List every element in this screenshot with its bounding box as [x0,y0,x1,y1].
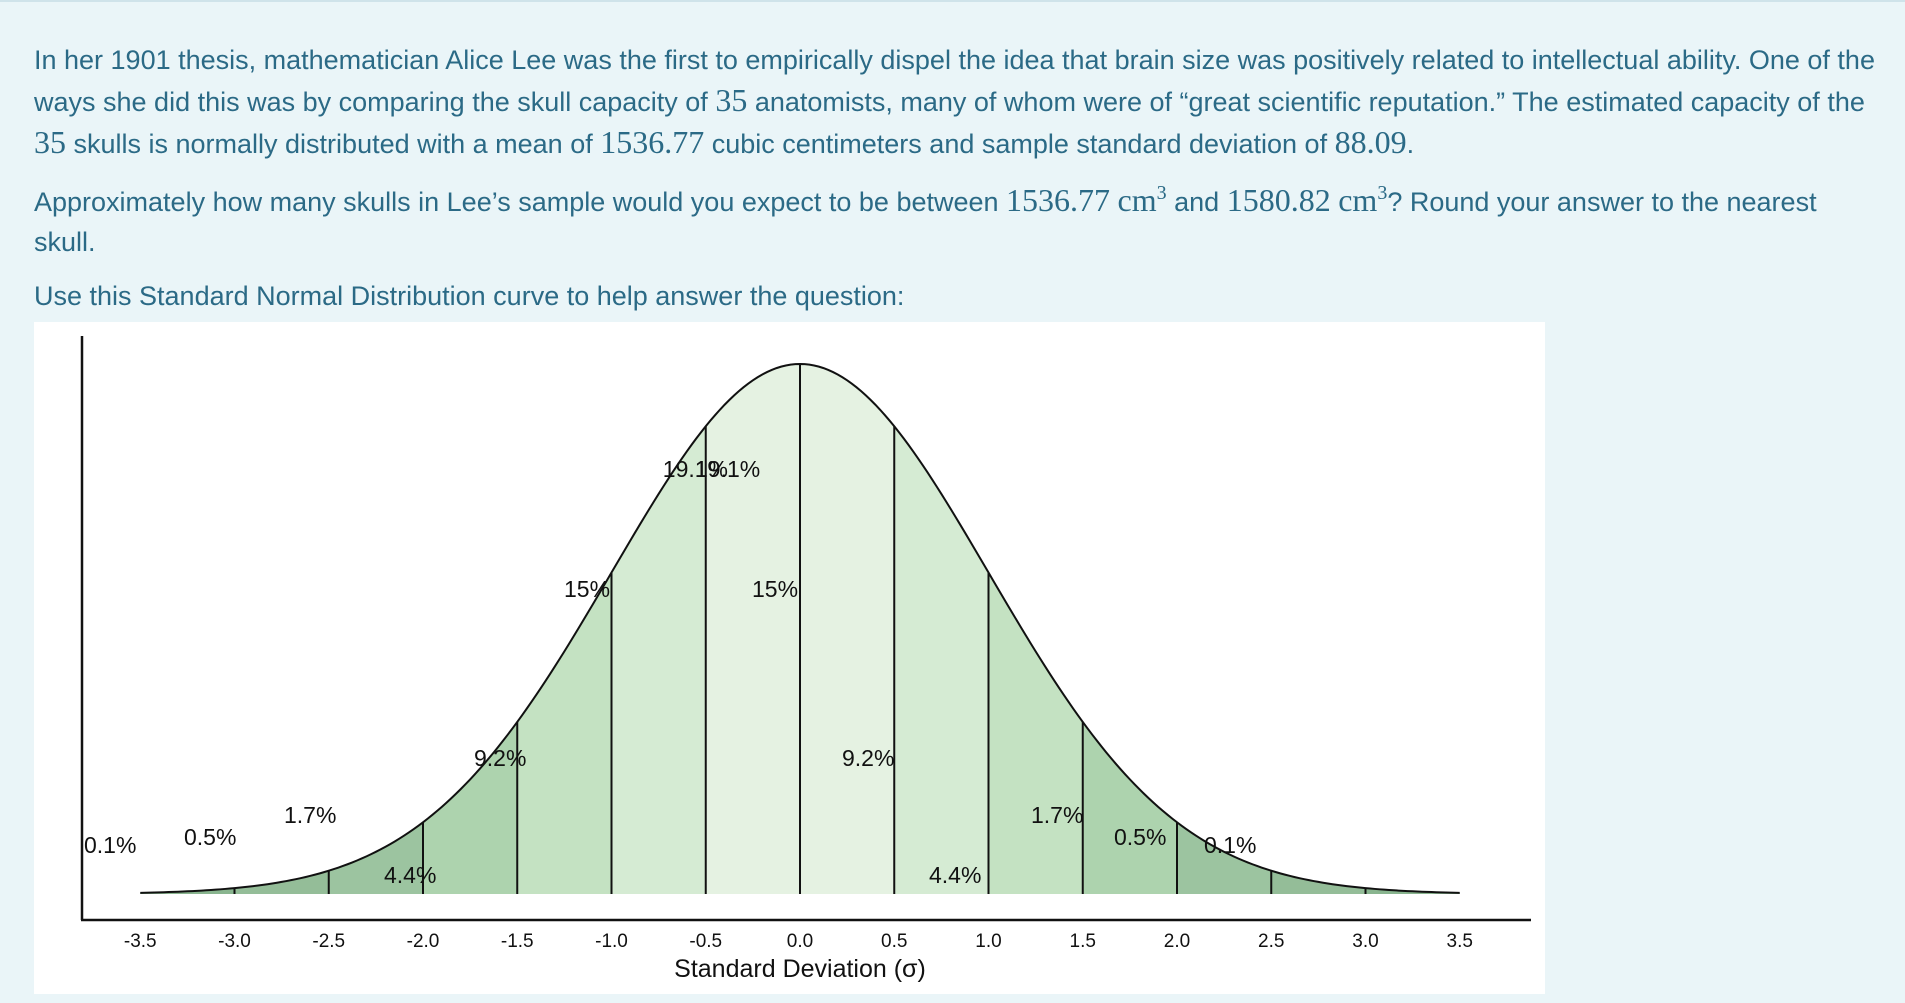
region-4 [517,572,612,894]
sample-size-value: 35 [715,82,748,118]
region-label-12: 0.5% [1114,824,1166,850]
intro-text-5: . [1406,129,1415,159]
unit-exponent: 3 [1156,182,1167,204]
region-labels: 0.1% 0.5% 1.7% 4.4% 9.2% 15% 19.1%19.1% 15% 9.2%… [84,456,1256,888]
chart-regions [140,364,1460,894]
x-tick-label-13: 3.0 [1352,931,1378,952]
region-10 [1082,721,1177,894]
intro-text-3: skulls is normally distributed with a me… [66,129,601,159]
unit-exponent-2: 3 [1377,182,1388,204]
region-label-7: 19.1% [695,456,760,482]
region-9 [988,572,1083,894]
region-11 [1177,822,1272,894]
normal-distribution-figure: -3.5 -3.0 -2.5 -2.0 -1.5 -1.0 -0.5 0.0 0.5 1.0 1.5… [34,322,1545,994]
region-3 [423,721,518,894]
x-tick-label-9: 1.0 [975,931,1001,952]
question-content: In her 1901 thesis, mathematician Alice … [34,40,1884,316]
normal-distribution-chart: -3.5 -3.0 -2.5 -2.0 -1.5 -1.0 -0.5 0.0 0.5 1.0 1.5… [80,336,1531,983]
x-axis-ticks: -3.5 -3.0 -2.5 -2.0 -1.5 -1.0 -0.5 0.0 0.5 1.0 1.5… [124,931,1473,952]
x-tick-label-4: -1.5 [501,931,534,952]
unit-label-2: cm [1338,182,1378,218]
region-label-3: 4.4% [384,862,436,888]
x-tick-label-8: 0.5 [881,931,907,952]
question-paragraph-ask: Approximately how many skulls in Lee’s s… [34,180,1884,262]
unit-label: cm [1117,182,1157,218]
region-label-2: 1.7% [284,802,336,828]
region-2 [328,822,423,894]
x-tick-label-2: -2.5 [312,931,345,952]
region-label-8: 15% [752,576,798,602]
x-tick-label-1: -3.0 [218,931,251,952]
region-label-4: 9.2% [474,745,526,771]
region-label-5: 15% [564,576,610,602]
ask-text-3: ? Round your answer to the nearest skull… [34,187,1817,257]
x-tick-label-3: -2.0 [407,931,440,952]
mean-value: 1536.77 [600,124,705,160]
x-tick-label-12: 2.5 [1258,931,1284,952]
region-5 [611,426,706,894]
chart-boundaries [233,364,1367,894]
region-label-0: 0.1% [84,832,136,858]
region-label-9: 9.2% [842,745,894,771]
x-tick-label-0: -3.5 [124,931,157,952]
x-axis-title: Standard Deviation (σ) [674,955,926,983]
lower-bound-value: 1536.77 [1006,182,1111,218]
question-paragraph-intro: In her 1901 thesis, mathematician Alice … [34,40,1884,164]
sd-value: 88.09 [1334,124,1407,160]
sample-size-value-2: 35 [34,124,66,160]
region-label-10: 4.4% [929,862,981,888]
chart-instruction: Use this Standard Normal Distribution cu… [34,281,905,311]
upper-bound-value: 1580.82 [1226,182,1331,218]
region-8 [894,426,989,894]
intro-text-1: In her 1901 thesis, mathematician Alice … [34,45,1875,117]
region-label-1: 0.5% [184,824,236,850]
region-label-6: 19.1% [663,456,728,482]
ask-text-1: Approximately how many skulls in Lee’s s… [34,187,1007,217]
intro-text-2: anatomists, many of whom were of “great … [747,87,1865,117]
top-divider [0,0,1905,2]
x-tick-label-14: 3.5 [1447,931,1473,952]
normal-curve-line [140,362,1460,894]
region-label-11: 1.7% [1031,802,1083,828]
region-label-13: 0.1% [1204,832,1256,858]
ask-text-2: and [1166,187,1227,217]
intro-text-4: cubic centimeters and sample standard de… [704,129,1335,159]
x-tick-label-10: 1.5 [1070,931,1096,952]
x-tick-label-6: -0.5 [689,931,722,952]
x-tick-label-11: 2.0 [1164,931,1190,952]
region-6 [705,364,800,894]
region-7 [800,364,895,894]
x-tick-label-5: -1.0 [595,931,628,952]
x-tick-label-7: 0.0 [787,931,813,952]
